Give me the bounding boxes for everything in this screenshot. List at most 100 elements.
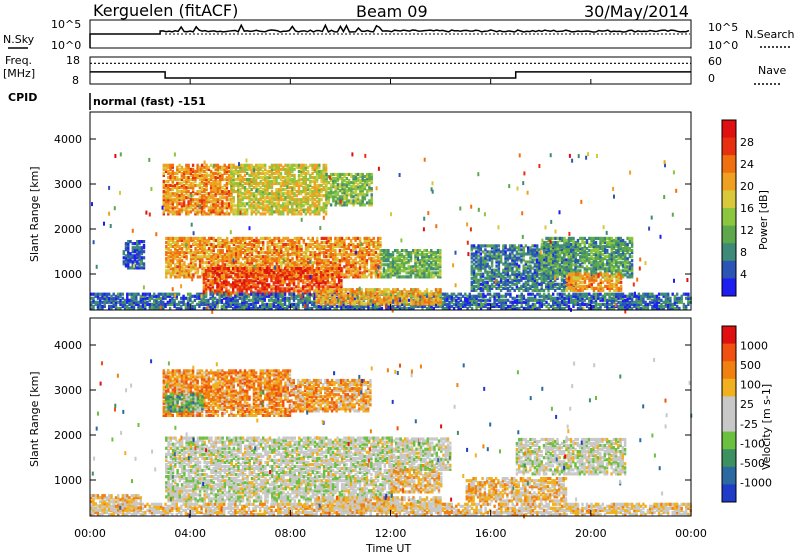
heatmap-cell bbox=[312, 243, 314, 246]
heatmap-cell bbox=[233, 164, 235, 167]
heatmap-cell bbox=[170, 237, 172, 240]
heatmap-cell bbox=[338, 285, 340, 288]
heatmap-cell bbox=[196, 198, 198, 201]
heatmap-cell bbox=[314, 202, 316, 205]
heatmap-cell bbox=[262, 200, 264, 203]
heatmap-cell bbox=[269, 174, 271, 177]
heatmap-cell bbox=[480, 287, 482, 290]
heatmap-cell bbox=[423, 249, 425, 252]
heatmap-cell bbox=[323, 241, 325, 244]
heatmap-cell bbox=[286, 269, 288, 272]
heatmap-cell bbox=[233, 237, 235, 240]
heatmap-cell bbox=[192, 204, 194, 207]
heatmap-cell bbox=[477, 244, 479, 247]
heatmap-cell bbox=[181, 255, 183, 258]
heatmap-cell bbox=[228, 174, 230, 177]
heatmap-cell bbox=[491, 244, 493, 247]
heatmap-cell bbox=[354, 257, 356, 260]
heatmap-cell bbox=[511, 256, 513, 259]
cpid-label: CPID bbox=[8, 91, 37, 104]
heatmap-cell bbox=[185, 255, 187, 258]
heatmap-cell bbox=[357, 243, 359, 246]
heatmap-cell bbox=[307, 243, 309, 246]
heatmap-cell bbox=[368, 183, 370, 186]
heatmap-cell bbox=[285, 253, 287, 256]
noise-right-tick-top: 10^5 bbox=[708, 21, 738, 34]
heatmap-cell bbox=[309, 174, 311, 177]
heatmap-cell bbox=[330, 243, 332, 246]
heatmap-cell bbox=[212, 279, 214, 282]
heatmap-cell bbox=[221, 190, 223, 193]
heatmap-cell bbox=[314, 241, 316, 244]
heatmap-cell bbox=[432, 263, 434, 266]
heatmap-cell bbox=[217, 180, 219, 183]
heatmap-cell bbox=[199, 210, 201, 213]
heatmap-cell bbox=[538, 273, 540, 276]
heatmap-cell bbox=[336, 257, 338, 260]
heatmap-cell bbox=[260, 164, 262, 167]
heatmap-cell bbox=[241, 267, 243, 270]
heatmap-cell bbox=[307, 196, 309, 199]
heatmap-cell bbox=[275, 277, 277, 280]
nave-label: Nave bbox=[758, 64, 786, 77]
heatmap-cell bbox=[502, 244, 504, 247]
heatmap-cell bbox=[270, 269, 272, 272]
heatmap-cell bbox=[284, 168, 286, 171]
heatmap-cell bbox=[534, 244, 536, 247]
heatmap-cell bbox=[359, 199, 361, 202]
heatmap-cell bbox=[348, 267, 350, 270]
heatmap-cell bbox=[350, 269, 352, 272]
heatmap-cell bbox=[516, 256, 518, 259]
heatmap-cell bbox=[359, 275, 361, 278]
heatmap-cell bbox=[172, 192, 174, 195]
heatmap-cell bbox=[311, 172, 313, 175]
heatmap-cell bbox=[255, 194, 257, 197]
heatmap-cell bbox=[534, 263, 536, 266]
heatmap-cell bbox=[401, 253, 403, 256]
heatmap-cell bbox=[214, 277, 216, 280]
heatmap-cell bbox=[373, 241, 375, 244]
heatmap-cell bbox=[260, 212, 262, 215]
heatmap-cell bbox=[331, 267, 333, 270]
heatmap-cell bbox=[244, 208, 246, 211]
heatmap-cell bbox=[286, 275, 288, 278]
heatmap-cell bbox=[428, 255, 430, 258]
heatmap-cell bbox=[192, 208, 194, 211]
heatmap-cell bbox=[179, 245, 181, 248]
heatmap-cell bbox=[280, 261, 282, 264]
heatmap-cell bbox=[302, 267, 304, 270]
heatmap-cell bbox=[340, 267, 342, 270]
heatmap-cell bbox=[179, 257, 181, 260]
heatmap-cell bbox=[554, 251, 556, 254]
heatmap-cell bbox=[370, 239, 372, 242]
heatmap-cell bbox=[435, 251, 437, 254]
heatmap-cell bbox=[383, 275, 385, 278]
heatmap-cell bbox=[359, 237, 361, 240]
heatmap-cell bbox=[221, 281, 223, 284]
heatmap-cell bbox=[291, 267, 293, 270]
heatmap-cell bbox=[318, 275, 320, 278]
heatmap-cell bbox=[368, 237, 370, 240]
heatmap-cell bbox=[339, 259, 341, 262]
heatmap-cell bbox=[311, 267, 313, 270]
heatmap-cell bbox=[178, 190, 180, 193]
heatmap-cell bbox=[192, 164, 194, 167]
heatmap-cell bbox=[423, 253, 425, 256]
heatmap-cell bbox=[192, 198, 194, 201]
heatmap-cell bbox=[541, 257, 543, 260]
heatmap-cell bbox=[366, 275, 368, 278]
heatmap-cell bbox=[285, 263, 287, 266]
heatmap-cell bbox=[226, 237, 228, 240]
heatmap-cell bbox=[327, 259, 329, 262]
heatmap-cell bbox=[316, 204, 318, 207]
heatmap-cell bbox=[381, 253, 383, 256]
heatmap-cell bbox=[339, 183, 341, 186]
heatmap-cell bbox=[584, 237, 586, 240]
heatmap-cell bbox=[219, 237, 221, 240]
heatmap-cell bbox=[368, 173, 370, 176]
heatmap-cell bbox=[255, 277, 257, 280]
heatmap-cell bbox=[194, 210, 196, 213]
heatmap-cell bbox=[206, 255, 208, 258]
heatmap-cell bbox=[244, 186, 246, 189]
heatmap-cell bbox=[185, 269, 187, 272]
